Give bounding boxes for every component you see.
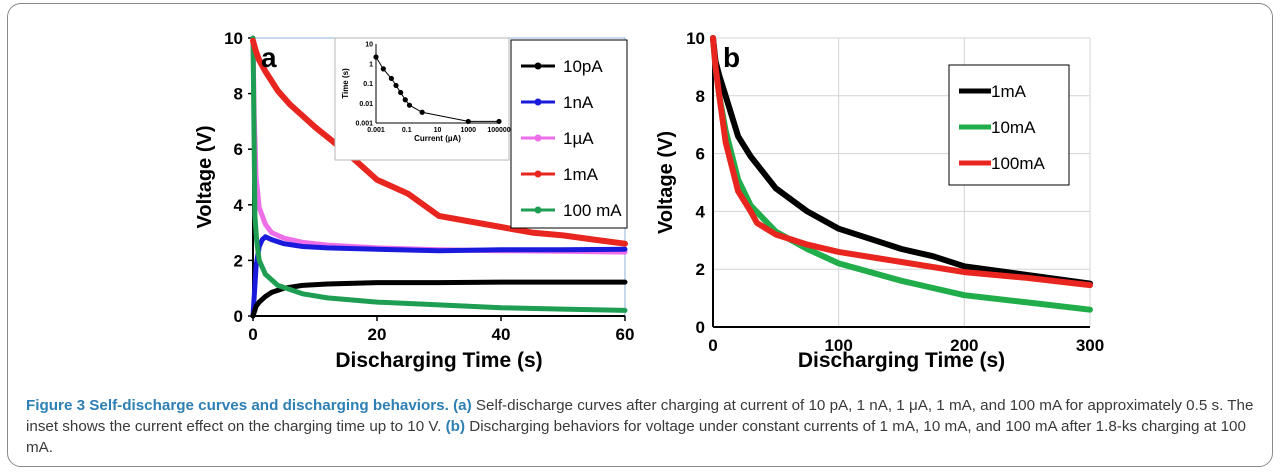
inset-x-tick-label: 10 (434, 127, 442, 134)
inset-x-tick-label: 0.1 (402, 127, 412, 134)
y-tick-label-b: 8 (696, 87, 705, 106)
legend-label-b: 100mA (991, 154, 1046, 173)
x-axis-title-b: Discharging Time (s) (798, 349, 1005, 372)
inset-x-tick-label: 0.001 (367, 127, 385, 134)
series-line-a (250, 37, 628, 247)
inset-point (380, 66, 386, 72)
y-tick-label-b: 4 (696, 202, 706, 221)
legend-label-a: 1nA (563, 93, 594, 112)
x-tick-label-b: 200 (950, 336, 978, 355)
series-line-a (250, 279, 628, 319)
panel-label-b: b (723, 42, 740, 73)
inset-x-tick-label: 100000 (487, 127, 510, 134)
caption-part-b-label: (b) (445, 418, 466, 435)
inset-point (465, 118, 471, 125)
x-tick-label-a: 40 (492, 325, 511, 344)
legend-label-b: 1mA (991, 82, 1027, 101)
inset-point (496, 118, 502, 125)
panel-label-a: a (261, 42, 277, 73)
inset-x-tick-label: 1000 (460, 127, 476, 134)
y-tick-label-a: 2 (234, 251, 243, 270)
inset-y-axis-title: Time (s) (341, 68, 350, 99)
inset-y-tick-label: 10 (365, 42, 373, 49)
inset-point (406, 102, 413, 108)
legend-marker-a (534, 170, 542, 178)
inset-x-axis-title: Current (µA) (414, 134, 461, 143)
legend-label-a: 1mA (563, 165, 599, 184)
y-tick-label-b: 0 (696, 318, 705, 337)
legend-marker-a (534, 134, 542, 142)
caption-part-a-label: (a) (453, 397, 472, 414)
inset-point (419, 109, 425, 115)
series-line-a (250, 35, 628, 313)
legend-label-a: 10pA (563, 57, 603, 76)
caption-part-a-text: Self-discharge curves after charging at … (26, 397, 1254, 435)
legend-label-a: 1µA (563, 129, 594, 148)
inset-point (402, 97, 408, 103)
y-tick-label-a: 10 (224, 29, 243, 48)
inset-point (393, 82, 399, 89)
x-tick-label-a: 0 (248, 325, 257, 344)
y-tick-label-a: 6 (234, 140, 243, 159)
x-tick-label-a: 60 (616, 325, 635, 344)
y-axis-title-a: Voltage (V) (194, 126, 216, 229)
y-tick-label-a: 0 (234, 307, 243, 326)
x-tick-label-a: 20 (368, 325, 387, 344)
legend-marker-a (534, 62, 542, 70)
inset-point (398, 89, 404, 96)
caption-part-b-text: Discharging behaviors for voltage under … (26, 418, 1246, 456)
series-line-b (710, 35, 1093, 287)
legend-marker-a (534, 98, 542, 106)
series-line-b (710, 35, 1093, 289)
inset-y-tick-label: 0.1 (363, 81, 373, 88)
legend-label-a: 100 mA (563, 201, 622, 220)
y-tick-label-b: 6 (696, 145, 705, 164)
chart-panel-a: 0 2 4 6 8 10 0 20 40 60 Discharging Time (s) Voltag… (194, 29, 634, 372)
y-tick-label-b: 2 (696, 260, 705, 279)
inset-box (334, 37, 510, 161)
caption-label: Figure 3 Self-discharge curves and disch… (26, 397, 449, 414)
legend-marker-a (534, 206, 542, 214)
inset-point (373, 54, 379, 60)
figure-frame (7, 3, 1273, 467)
x-tick-label-b: 100 (824, 336, 852, 355)
x-tick-label-b: 0 (708, 336, 717, 355)
inset-y-tick-label: 0.01 (359, 101, 373, 108)
x-axis-title-a: Discharging Time (s) (335, 349, 542, 372)
y-tick-label-b: 10 (686, 29, 705, 48)
legend-label-b: 10mA (991, 118, 1036, 137)
y-tick-label-a: 4 (234, 196, 244, 215)
y-tick-label-a: 8 (234, 85, 243, 104)
inset-y-tick-label: 0.001 (355, 121, 373, 128)
inset-y-tick-label: 1 (369, 61, 373, 68)
figure-caption: Figure 3 Self-discharge curves and disch… (26, 395, 1256, 458)
x-tick-label-b: 300 (1076, 336, 1104, 355)
legend-box-a (510, 39, 628, 229)
inset-series-line (375, 56, 499, 122)
inset-point (388, 75, 394, 82)
y-axis-title-b: Voltage (V) (655, 131, 677, 234)
